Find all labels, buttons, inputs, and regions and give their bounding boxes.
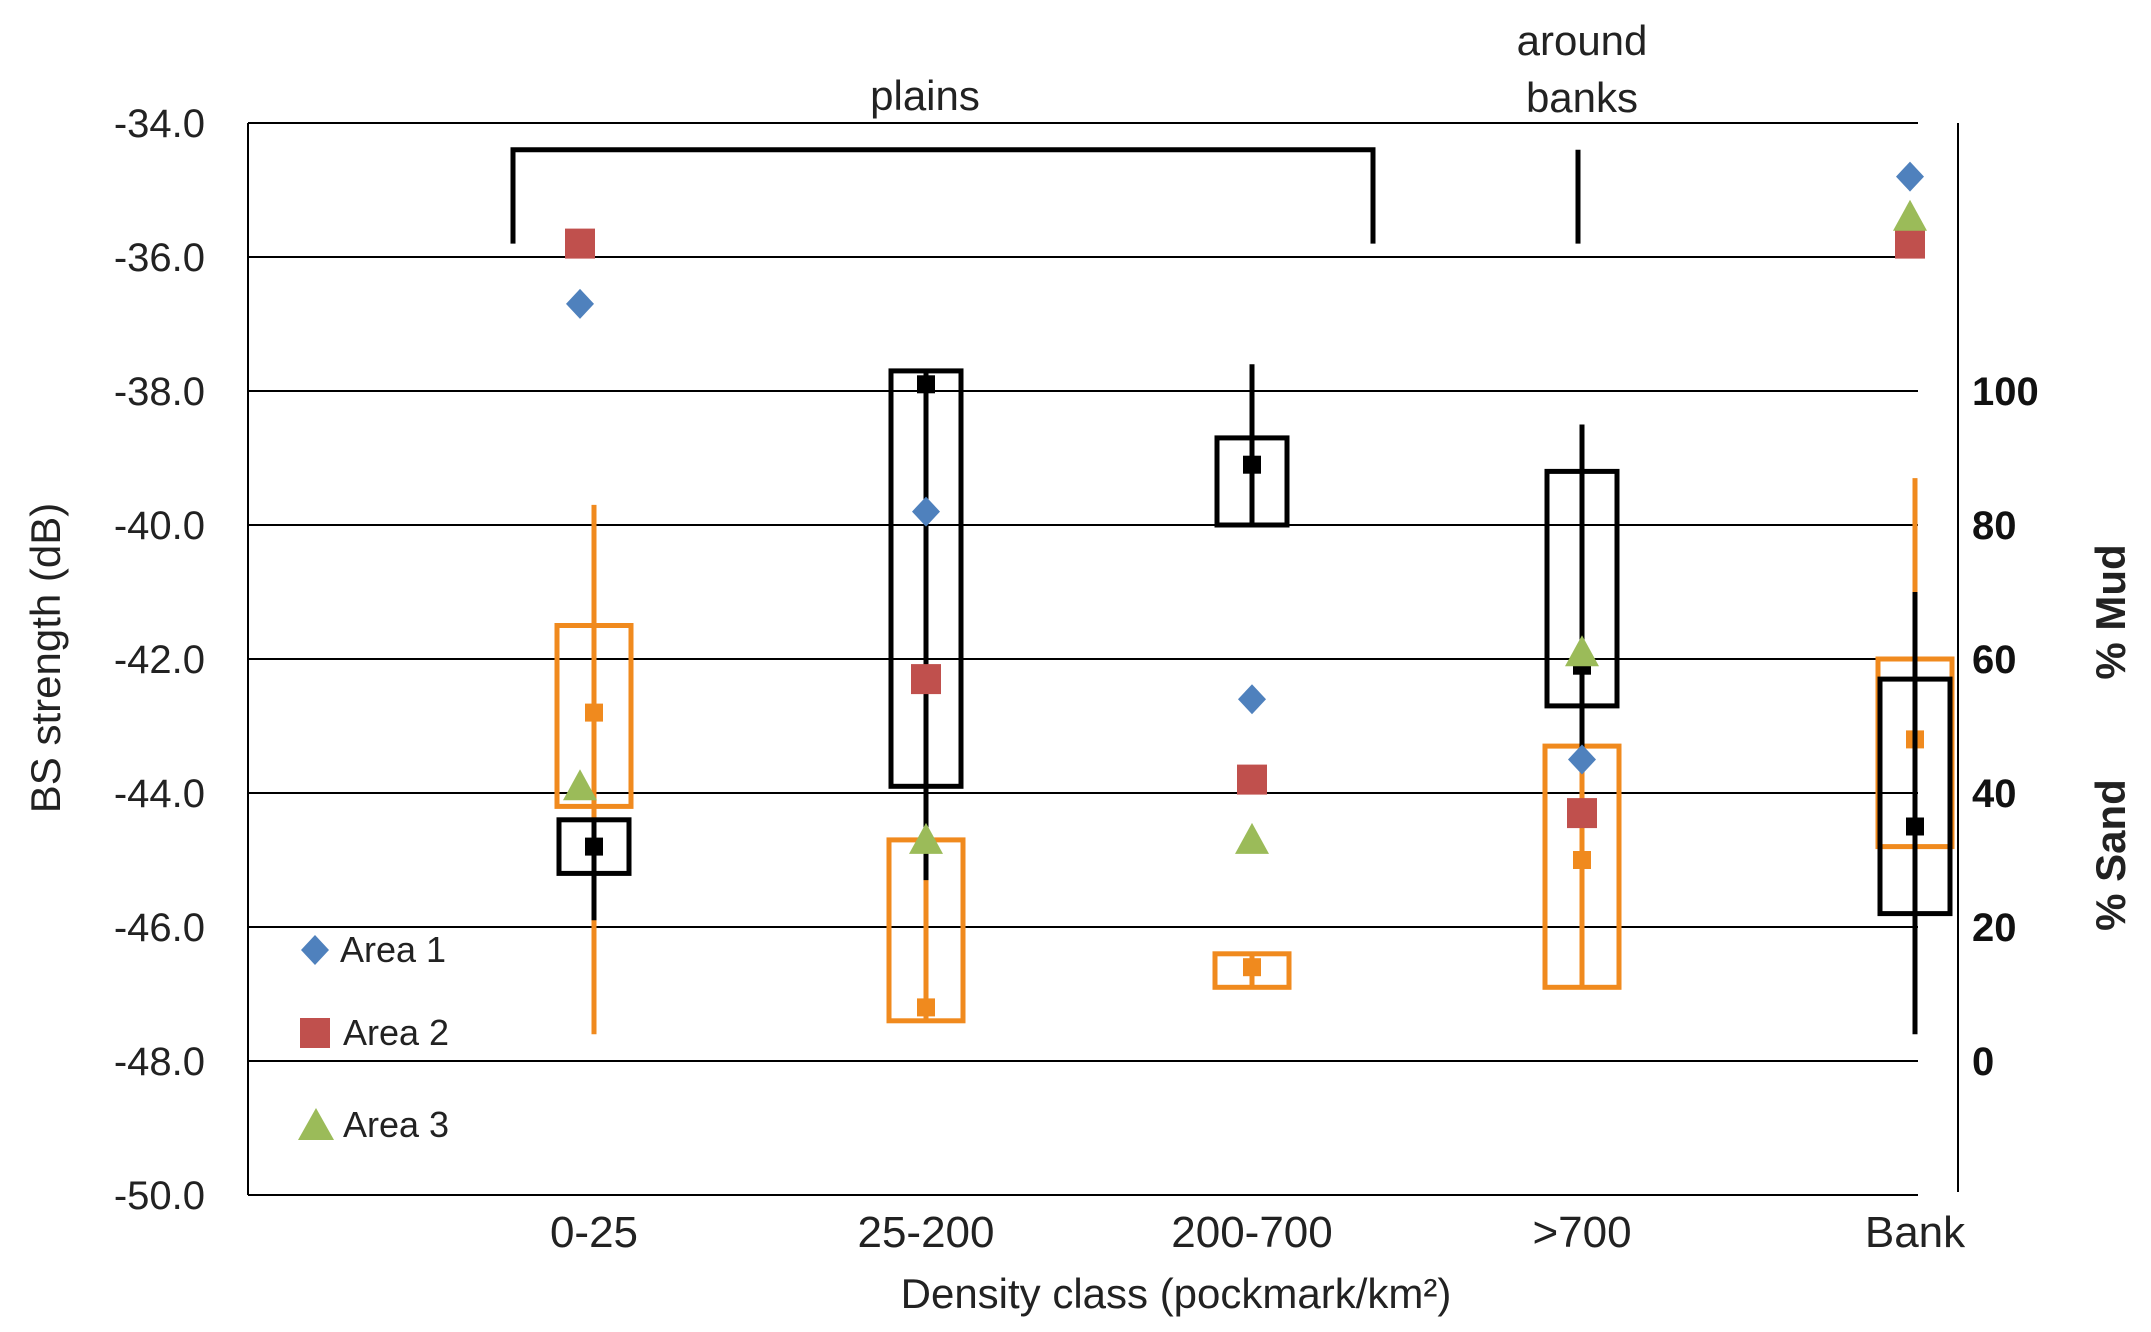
bracket-plains <box>510 147 1376 244</box>
y2-tick-label: 80 <box>1972 504 2017 548</box>
point-area-3 <box>563 769 597 801</box>
y-tick-label: -40.0 <box>114 504 205 548</box>
legend-label-area-3: Area 3 <box>343 1104 449 1145</box>
y-tick-label: -42.0 <box>114 638 205 682</box>
x-tick-label: 200-700 <box>1171 1208 1332 1257</box>
legend-marker-area-2 <box>300 1018 330 1048</box>
x-axis-title: Density class (pockmark/km²) <box>901 1270 1452 1317</box>
y2-tick-label: 20 <box>1972 906 2017 950</box>
mud-median <box>1243 455 1261 474</box>
y2-tick-label: 100 <box>1972 370 2039 414</box>
x-tick-label: 0-25 <box>550 1208 638 1257</box>
legend-label-area-2: Area 2 <box>343 1012 449 1053</box>
legend-label-area-1: Area 1 <box>340 929 446 970</box>
y2-tick-label: 60 <box>1972 638 2017 682</box>
mud-box <box>888 368 964 789</box>
annotation-banks: banks <box>1526 74 1638 121</box>
sand-median <box>1243 958 1261 977</box>
annotation-brackets <box>510 147 1581 244</box>
mud-median <box>585 837 603 856</box>
point-area-3 <box>909 822 943 854</box>
legend-marker-area-1 <box>301 935 329 965</box>
y-axis-title: BS strength (dB) <box>22 503 69 813</box>
mud-median <box>1906 817 1924 836</box>
point-area-2 <box>1895 228 1925 259</box>
mud-box <box>556 817 632 876</box>
x-tick-label: >700 <box>1532 1208 1631 1257</box>
y-tick-label: -38.0 <box>114 370 205 414</box>
y2-axis-title-sand: % Sand <box>2087 779 2134 931</box>
y-tick-label: -46.0 <box>114 906 205 950</box>
y2-tick-label: 40 <box>1972 772 2017 816</box>
axis-labels: -34.0 -36.0 -38.0 -40.0 -42.0 -44.0 -46.0 -48.0… <box>114 102 2039 1257</box>
point-area-1 <box>1568 744 1596 775</box>
data-points <box>563 161 1927 854</box>
point-area-2 <box>565 228 595 259</box>
mud-box <box>1544 468 1620 709</box>
sand-median <box>585 703 603 722</box>
annotation-plains: plains <box>870 72 980 119</box>
box-plots <box>554 364 1955 1035</box>
point-area-1 <box>912 496 940 527</box>
mud-box <box>1877 676 1953 917</box>
point-area-3 <box>1893 199 1927 231</box>
grid-lines <box>248 256 1918 1062</box>
mud-median <box>917 375 935 394</box>
y-tick-label: -44.0 <box>114 772 205 816</box>
point-area-2 <box>1567 798 1597 829</box>
point-area-2 <box>1237 764 1267 795</box>
y-tick-label: -36.0 <box>114 236 205 280</box>
mud-box <box>1214 435 1290 528</box>
point-area-3 <box>1565 635 1599 667</box>
x-tick-label: Bank <box>1865 1208 1966 1257</box>
legend: Area 1 Area 2 Area 3 <box>298 929 449 1145</box>
legend-marker-area-3 <box>298 1108 334 1140</box>
point-area-1 <box>566 288 594 319</box>
y2-axis-title-mud: % Mud <box>2087 544 2134 679</box>
y-tick-label: -50.0 <box>114 1174 205 1218</box>
y2-tick-label: 0 <box>1972 1040 1994 1084</box>
annotation-around: around <box>1517 17 1648 64</box>
plot-frame <box>247 122 1959 1196</box>
x-tick-label: 25-200 <box>857 1208 994 1257</box>
sand-box <box>1212 951 1292 990</box>
point-area-1 <box>1896 161 1924 192</box>
y-tick-label: -48.0 <box>114 1040 205 1084</box>
point-area-2 <box>911 664 941 695</box>
point-area-3 <box>1235 822 1269 854</box>
sand-median <box>1573 851 1591 869</box>
point-area-1 <box>1238 684 1266 715</box>
sand-median <box>917 998 935 1017</box>
y-tick-label: -34.0 <box>114 102 205 146</box>
sand-box <box>554 623 634 809</box>
